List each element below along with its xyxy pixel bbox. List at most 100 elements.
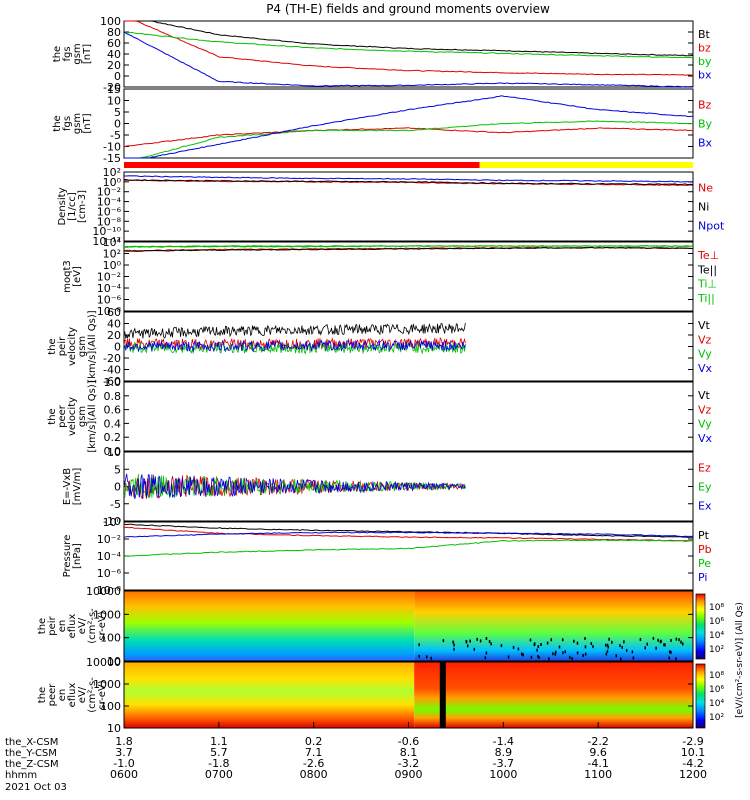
spectrogram-noise — [590, 642, 593, 646]
y-tick-label: 10⁻² — [97, 533, 121, 546]
spectrogram-early — [124, 591, 415, 661]
y-tick-label: 10⁻⁶ — [97, 205, 122, 218]
y-tick-label: 10⁻⁶ — [97, 294, 122, 307]
spectrogram-noise — [584, 645, 587, 649]
y-tick-label: 10² — [103, 166, 121, 179]
y-tick-label: 10⁻¹⁰ — [92, 225, 121, 238]
colorbar-top — [695, 593, 706, 660]
y-axis-label: [cm-3] — [77, 190, 88, 223]
spectrogram-noise — [564, 650, 566, 654]
y-tick-label: 10⁻⁴ — [97, 282, 122, 295]
x-row-value: 0.2 — [305, 735, 323, 748]
colorbar: 10⁸ 10⁶ 10⁴ 10² 10⁸ 10⁶ 10⁴ 10² [eV/(cm²-s-sr-eV… — [695, 593, 745, 729]
y-axis-label: the — [47, 408, 58, 424]
spectrogram-noise — [670, 650, 672, 654]
y-tick-label: 1000 — [93, 678, 121, 691]
x-row-value: -3.2 — [398, 757, 419, 770]
panel-peer-en-eflux: 10000 1000 100 10 the peer en eflux eV/(cm²-s-sr… — [37, 656, 694, 735]
legend-Pe: Pe — [698, 557, 711, 570]
spectrogram-noise — [548, 657, 550, 661]
spectrogram-noise — [512, 645, 515, 649]
spectrogram-noise — [639, 637, 642, 641]
series-Vx — [123, 338, 466, 353]
spectrogram-noise — [668, 656, 670, 660]
spectrogram-noise — [507, 655, 510, 659]
x-row-value: 1100 — [584, 768, 612, 781]
series-Pe — [123, 539, 694, 557]
y-tick-label: 40 — [107, 48, 121, 61]
spectrogram-noise — [562, 651, 564, 655]
y-tick-label: 10⁻² — [97, 186, 121, 199]
y-tick-label: 10⁻⁸ — [97, 215, 122, 228]
spectrogram-noise — [632, 656, 635, 660]
spectrogram-noise — [425, 655, 428, 659]
y-tick-label: 10⁻⁸ — [97, 584, 122, 597]
y-axis-label: the — [37, 618, 48, 634]
legend-Pb: Pb — [698, 543, 712, 556]
series-bz — [124, 20, 694, 76]
series-Ex — [123, 473, 466, 500]
x-row-value: -2.9 — [682, 735, 703, 748]
spectrogram-noise — [465, 640, 468, 644]
panel-peer-velocity: 1.00.80.60.40.20.0 the peer velocity gsm [km/… — [47, 376, 713, 458]
spectrogram-noise — [554, 652, 557, 656]
legend-Ti⊥: Ti⊥ — [697, 278, 717, 291]
spectrogram-early — [124, 662, 415, 728]
y-tick-label: 10⁻⁶ — [97, 567, 122, 580]
y-tick-label: 10 — [107, 722, 121, 735]
series-Bz — [123, 127, 694, 148]
y-tick-label: 0.0 — [104, 445, 122, 458]
series-bx — [123, 31, 693, 88]
spectrogram-noise — [584, 637, 586, 641]
spectrogram-noise — [682, 642, 684, 646]
y-axis-label: gsm — [77, 406, 88, 427]
legend-bx: bx — [698, 68, 712, 81]
legend-bz: bz — [698, 41, 711, 54]
panel-frame — [123, 241, 694, 312]
x-row-value: -1.0 — [113, 757, 134, 770]
series-Pb — [123, 526, 694, 542]
y-axis-label: peir — [57, 336, 68, 356]
legend-By: By — [698, 118, 713, 131]
x-row-value: 7.1 — [305, 746, 323, 759]
y-axis-label: (cm²-s- — [87, 677, 98, 713]
y-tick-label: 10000 — [86, 585, 121, 598]
y-axis-label: the — [37, 687, 48, 703]
y-axis-label: [1/cc] — [67, 192, 78, 221]
legend-Bz: Bz — [698, 99, 712, 112]
spectrogram-noise — [655, 646, 657, 650]
x-row-label: hhmm — [5, 770, 37, 781]
y-axis-label: the — [52, 115, 63, 131]
colorbar-label: [eV/(cm²-s-sr-eV)] (All Qs) — [735, 602, 745, 718]
y-tick-label: -5 — [110, 498, 121, 511]
y-axis-label: eflux — [67, 683, 78, 708]
x-row-value: -1.8 — [208, 757, 229, 770]
spectrogram-noise — [488, 639, 491, 643]
mode-bar-slow — [124, 162, 480, 168]
panel-density: 10²10⁰10⁻²10⁻⁴10⁻⁶10⁻⁸10⁻¹⁰10⁻¹²Density[… — [57, 166, 725, 248]
y-axis-label: [mV/m] — [72, 468, 83, 506]
spectrogram-noise — [576, 641, 579, 645]
y-tick-label: 0.8 — [104, 390, 122, 403]
legend-Vz: Vz — [698, 333, 712, 346]
x-row-label: the_Y-CSM — [5, 748, 57, 759]
colorbar-tick: 10⁶ — [709, 617, 724, 627]
colorbar-tick: 10⁸ — [709, 603, 724, 613]
spectrogram-noise — [680, 640, 682, 644]
legend-Bt: Bt — [698, 28, 711, 41]
series-Ti|| — [123, 245, 694, 248]
x-row-value: 1200 — [679, 768, 707, 781]
x-row-value: 5.7 — [210, 746, 228, 759]
spectrogram-noise — [546, 641, 549, 645]
y-tick-label: 10⁴ — [103, 236, 122, 249]
legend-Te||: Te|| — [697, 263, 717, 276]
spectrogram-noise — [644, 646, 646, 650]
spectrogram-noise — [540, 643, 542, 647]
spectrogram-noise — [664, 643, 666, 647]
spectrogram-noise — [537, 645, 540, 649]
x-axis-labels: the_X-CSM 1.8 1.1 0.2 -0.6 -1.4 -2.2 -2.9 the_Y-… — [5, 722, 707, 793]
y-tick-label: 0 — [114, 118, 121, 131]
y-tick-label: 1.0 — [104, 376, 122, 389]
spectrogram-noise — [452, 640, 454, 644]
